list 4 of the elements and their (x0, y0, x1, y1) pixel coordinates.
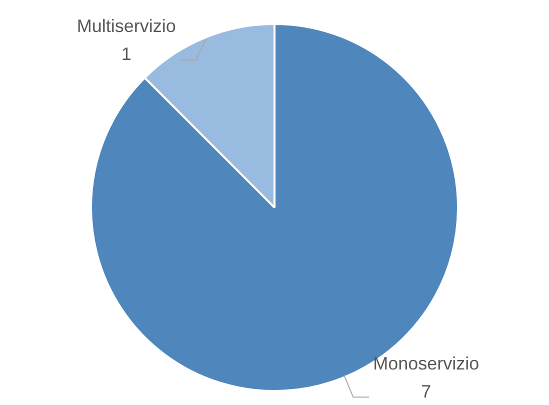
slice-label: Monoservizio (373, 353, 480, 374)
data-label: 7 (421, 381, 432, 402)
slice-label: Multiservizio (76, 16, 176, 36)
data-label: 1 (121, 44, 132, 64)
